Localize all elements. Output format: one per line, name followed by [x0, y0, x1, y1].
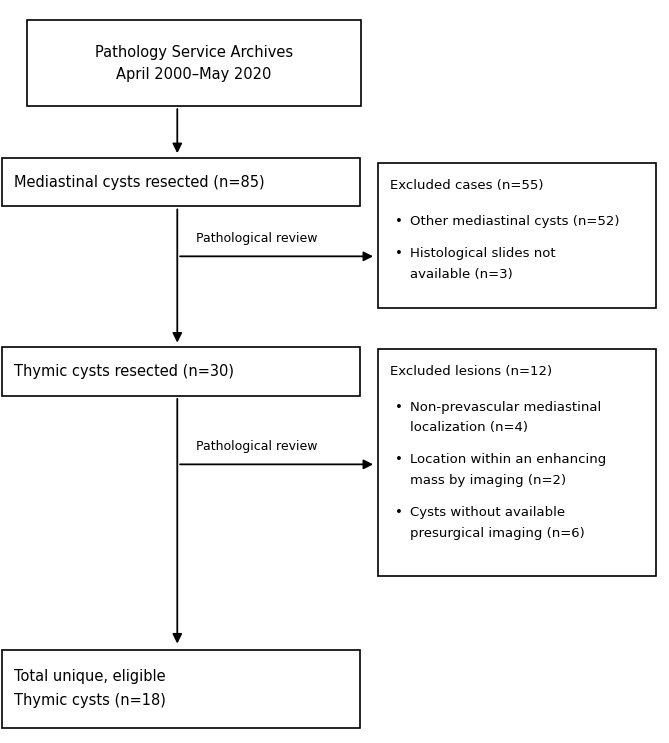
Text: Cysts without available: Cysts without available	[410, 506, 565, 519]
Text: Thymic cysts (n=18): Thymic cysts (n=18)	[13, 693, 166, 708]
FancyBboxPatch shape	[2, 649, 360, 728]
FancyBboxPatch shape	[378, 349, 656, 576]
Text: Excluded cases (n=55): Excluded cases (n=55)	[390, 179, 543, 192]
Text: Excluded lesions (n=12): Excluded lesions (n=12)	[390, 365, 552, 378]
Text: Other mediastinal cysts (n=52): Other mediastinal cysts (n=52)	[410, 215, 619, 228]
Text: •: •	[395, 506, 403, 519]
Text: Mediastinal cysts resected (n=85): Mediastinal cysts resected (n=85)	[13, 175, 264, 189]
Text: Location within an enhancing: Location within an enhancing	[410, 453, 606, 467]
Text: Pathology Service Archives: Pathology Service Archives	[95, 45, 293, 59]
Text: •: •	[395, 453, 403, 467]
FancyBboxPatch shape	[378, 163, 656, 308]
Text: •: •	[395, 400, 403, 414]
Text: presurgical imaging (n=6): presurgical imaging (n=6)	[410, 527, 585, 540]
Text: Total unique, eligible: Total unique, eligible	[13, 669, 165, 684]
Text: Thymic cysts resected (n=30): Thymic cysts resected (n=30)	[13, 364, 233, 379]
Text: Histological slides not: Histological slides not	[410, 247, 556, 260]
FancyBboxPatch shape	[2, 348, 360, 395]
Text: Non-prevascular mediastinal: Non-prevascular mediastinal	[410, 400, 601, 414]
Text: mass by imaging (n=2): mass by imaging (n=2)	[410, 474, 566, 487]
Text: •: •	[395, 247, 403, 260]
FancyBboxPatch shape	[2, 158, 360, 206]
FancyBboxPatch shape	[27, 20, 361, 106]
Text: available (n=3): available (n=3)	[410, 267, 513, 281]
Text: April 2000–May 2020: April 2000–May 2020	[116, 67, 272, 82]
Text: Pathological review: Pathological review	[196, 441, 317, 453]
Text: Pathological review: Pathological review	[196, 233, 317, 245]
Text: localization (n=4): localization (n=4)	[410, 421, 528, 435]
Text: •: •	[395, 215, 403, 228]
